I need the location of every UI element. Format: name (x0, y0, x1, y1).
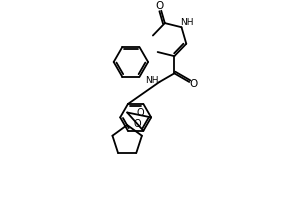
Text: NH: NH (145, 76, 159, 85)
Text: O: O (189, 79, 197, 89)
Text: O: O (156, 1, 164, 11)
Text: O: O (136, 108, 144, 118)
Text: O: O (133, 119, 141, 129)
Text: NH: NH (180, 18, 193, 27)
